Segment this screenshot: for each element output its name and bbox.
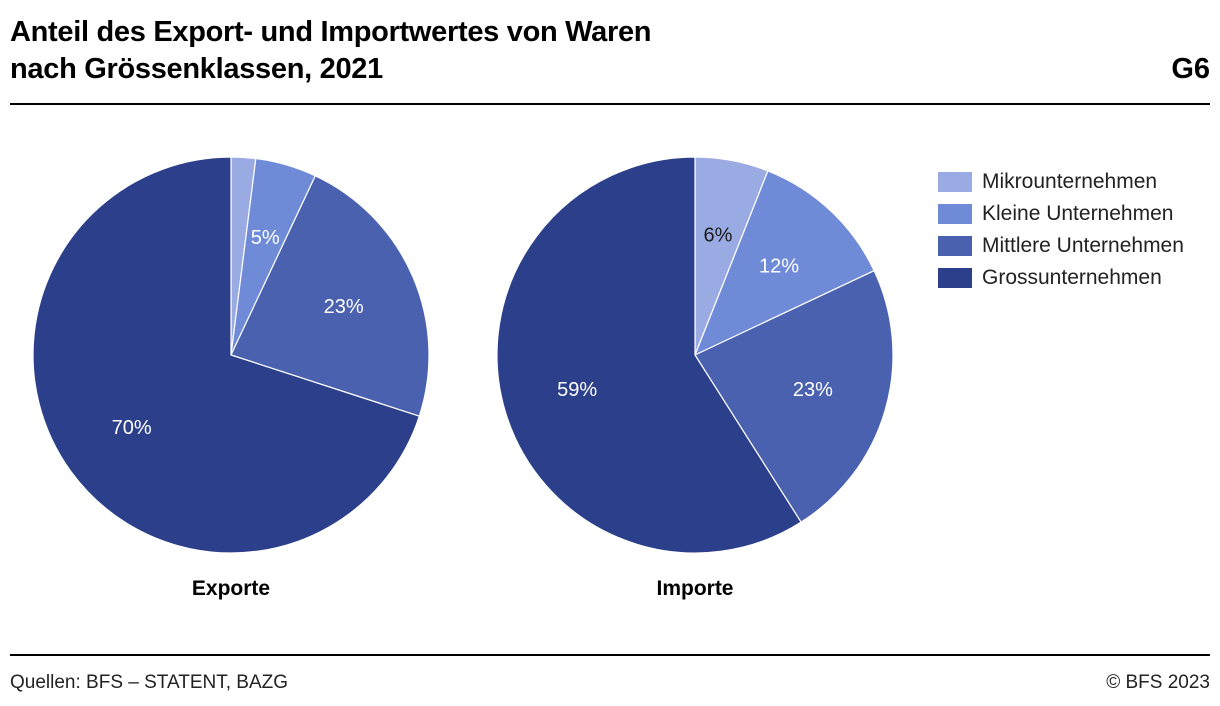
legend-label: Grossunternehmen: [982, 266, 1162, 289]
slice-label: 6%: [704, 224, 733, 246]
pie-slice-export-2: [230, 175, 430, 417]
slice-label: 59%: [557, 379, 597, 401]
title-line-2: nach Grössenklassen, 2021: [10, 53, 383, 85]
slice-label: 23%: [793, 379, 833, 401]
pie-title: Importe: [656, 577, 733, 600]
legend-item: Grossunternehmen: [938, 262, 1184, 294]
legend-label: Mittlere Unternehmen: [982, 234, 1184, 257]
slice-label: 12%: [759, 256, 799, 278]
pie-slice-import-1: [693, 170, 875, 357]
pie-title: Exporte: [192, 577, 270, 600]
title-line-1: Anteil des Export- und Importwertes von …: [10, 16, 652, 48]
graphic-number: G6: [1171, 53, 1210, 85]
legend-item: Kleine Unternehmen: [938, 198, 1184, 230]
legend-item: Mittlere Unternehmen: [938, 230, 1184, 262]
legend-label: Kleine Unternehmen: [982, 202, 1174, 225]
slice-label: 23%: [324, 296, 364, 318]
copyright: © BFS 2023: [1106, 672, 1210, 693]
legend-swatch: [938, 236, 972, 256]
legend-swatch: [938, 204, 972, 224]
slice-label: 5%: [251, 227, 280, 249]
pie-slice-import-3: [496, 156, 802, 554]
chart-title: Anteil des Export- und Importwertes von …: [10, 14, 652, 88]
source-note: Quellen: BFS – STATENT, BAZG: [10, 672, 289, 693]
slice-label: 70%: [112, 417, 152, 439]
legend-item: Mikrounternehmen: [938, 166, 1184, 198]
bottom-rule: [10, 654, 1210, 656]
legend-label: Mikrounternehmen: [982, 170, 1158, 193]
legend-swatch: [938, 172, 972, 192]
top-rule: [10, 103, 1210, 105]
pie-slice-import-2: [694, 269, 894, 524]
legend: Mikrounternehmen Kleine Unternehmen Mitt…: [938, 166, 1184, 294]
pie-slice-export-3: [32, 156, 421, 554]
legend-swatch: [938, 268, 972, 288]
